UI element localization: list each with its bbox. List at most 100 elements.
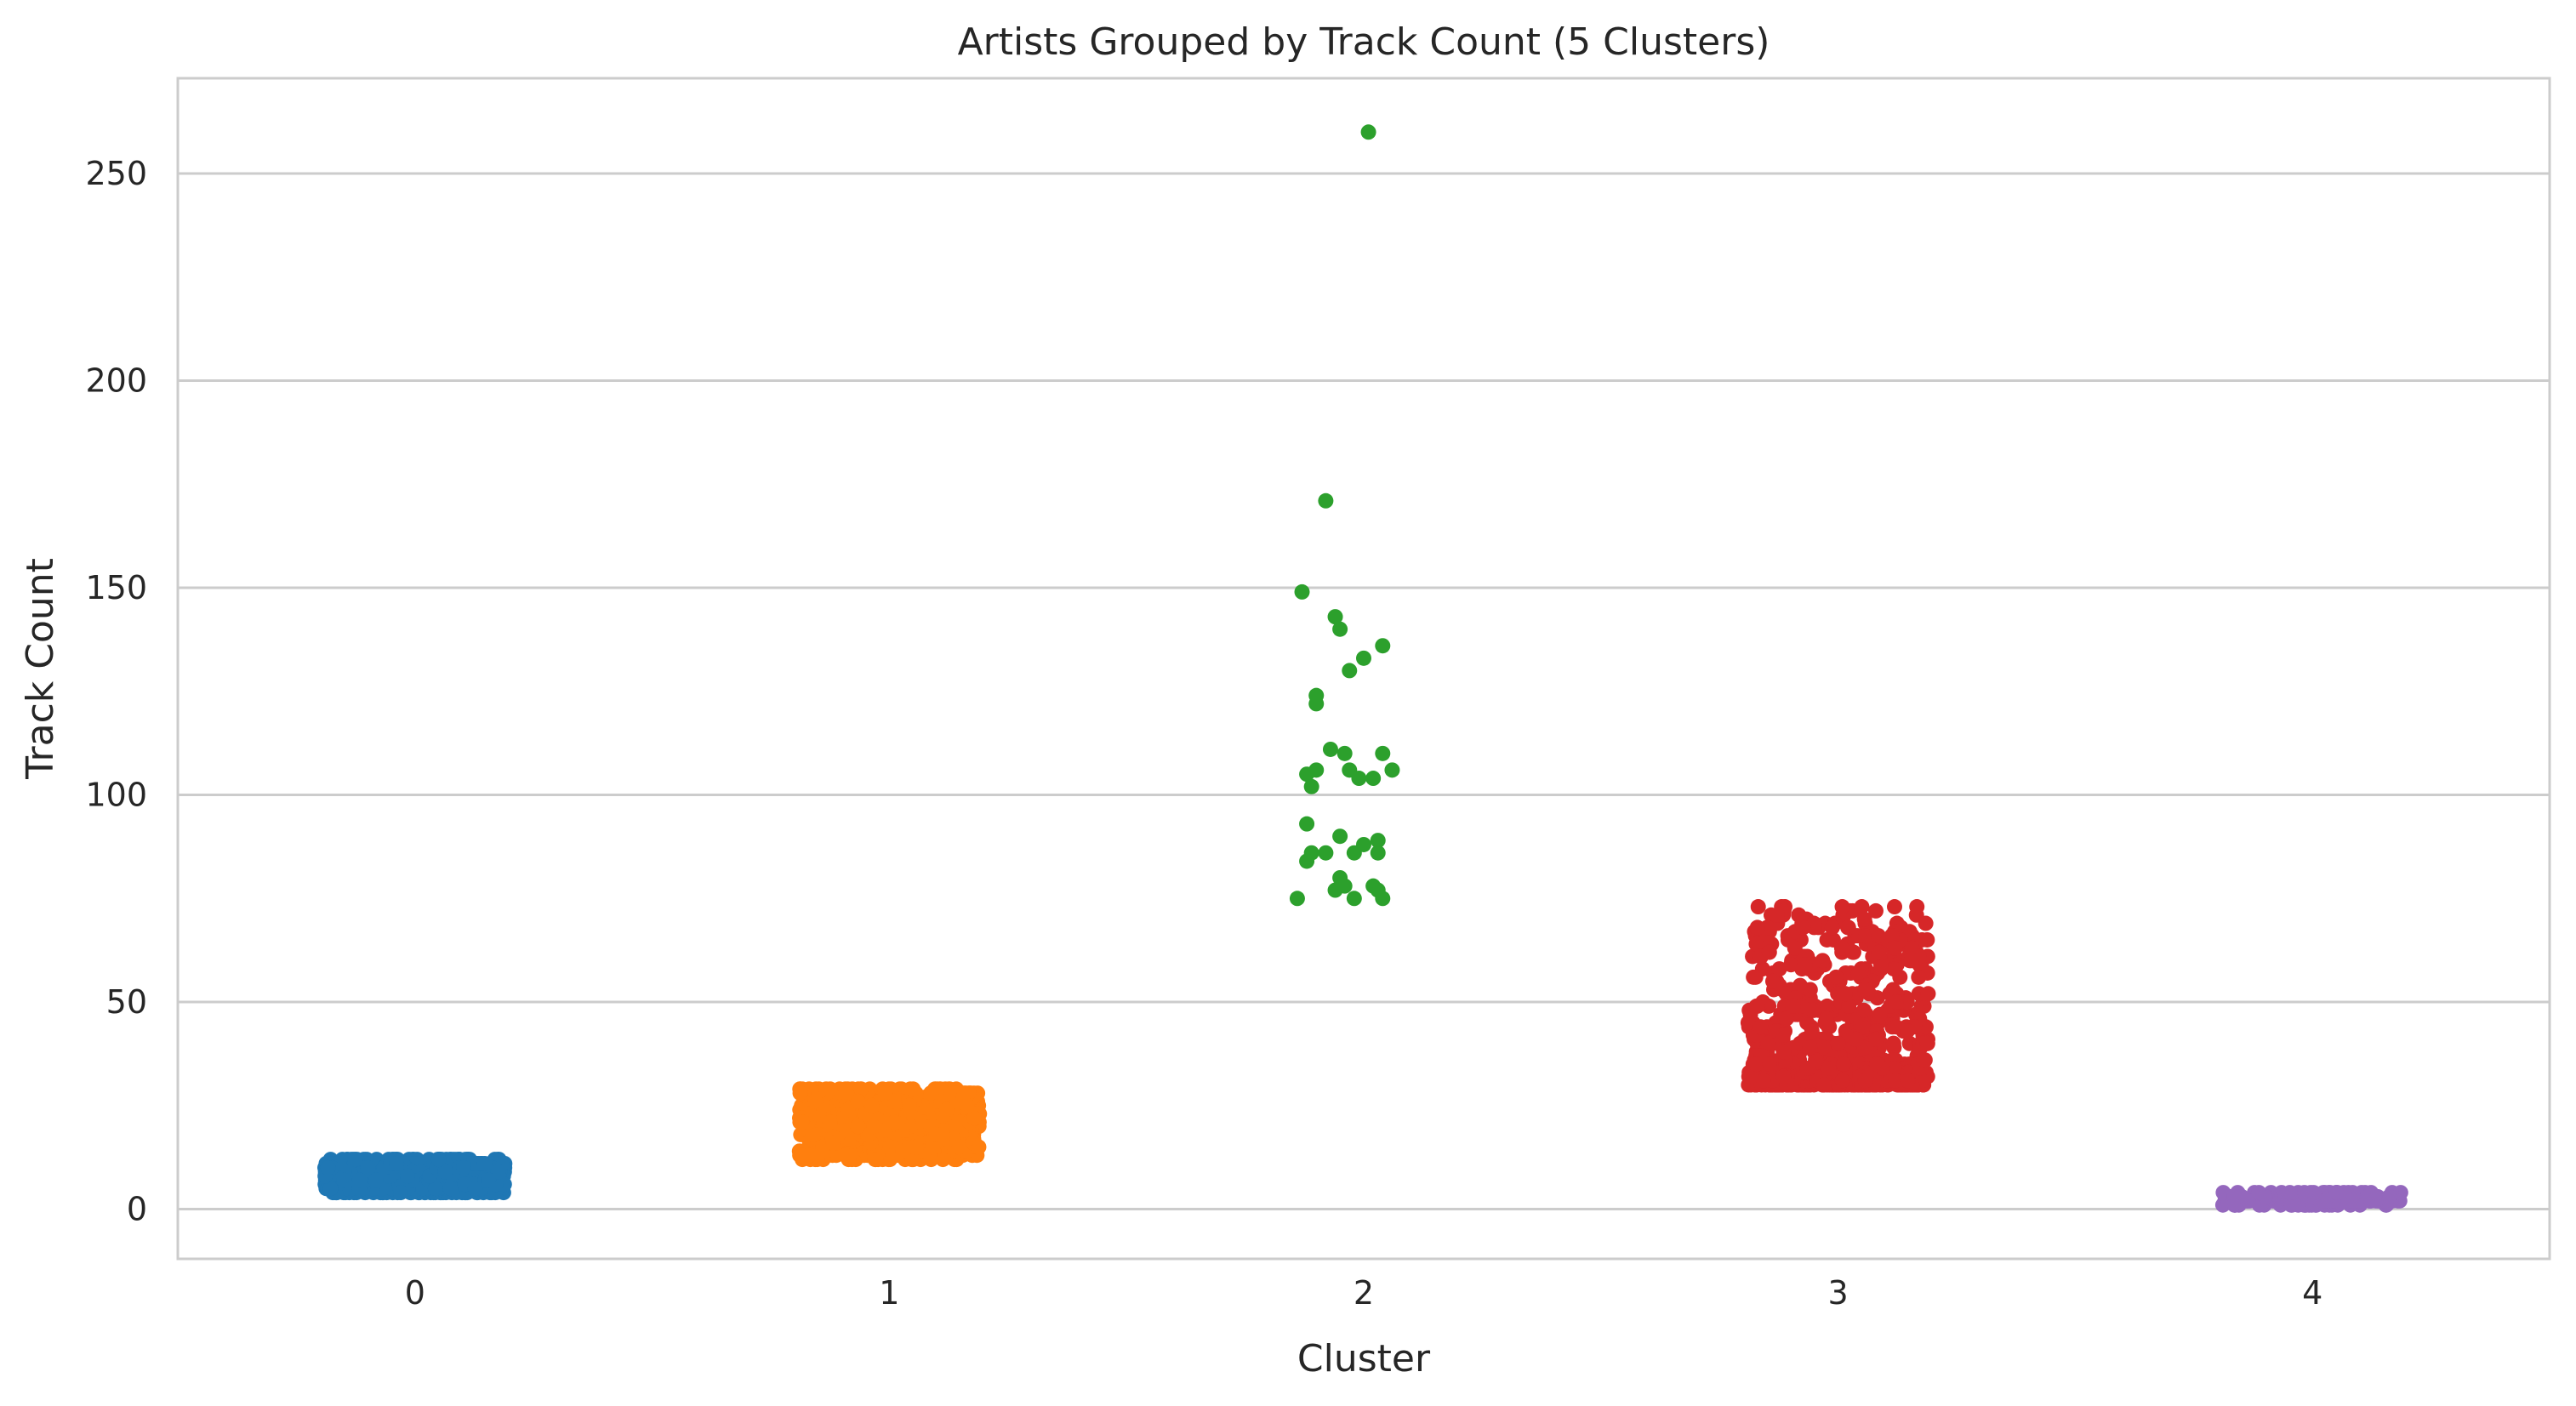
data-point: [1871, 928, 1887, 944]
data-point: [1909, 899, 1925, 915]
data-point: [2226, 1188, 2243, 1204]
data-point: [1771, 961, 1787, 977]
grid-lines: [178, 172, 2550, 1211]
data-point: [1294, 583, 1310, 600]
data-point: [1815, 1039, 1832, 1056]
data-point: [1830, 1035, 1846, 1051]
data-point: [1351, 771, 1367, 787]
data-point: [1748, 1056, 1764, 1073]
y-axis-label: Track Count: [19, 558, 62, 780]
data-point: [1797, 957, 1813, 973]
data-point: [837, 1147, 853, 1164]
data-point: [792, 1085, 808, 1101]
data-point: [1886, 1060, 1902, 1076]
data-point: [1342, 663, 1358, 679]
data-point: [866, 1119, 882, 1135]
data-point: [1741, 1002, 1758, 1018]
data-point: [1857, 1073, 1873, 1089]
data-point: [2240, 1193, 2256, 1209]
data-point: [794, 1114, 810, 1130]
data-point: [886, 1114, 902, 1130]
chart-title: Artists Grouped by Track Count (5 Cluste…: [958, 20, 1770, 64]
data-point: [1903, 953, 1919, 969]
data-point: [1919, 1035, 1935, 1051]
data-point: [1834, 899, 1850, 915]
data-point: [1360, 124, 1376, 140]
data-point: [928, 1126, 944, 1142]
data-point: [2328, 1185, 2345, 1201]
data-point: [1869, 1056, 1885, 1073]
data-point: [1919, 931, 1935, 948]
data-point: [1844, 944, 1861, 960]
data-point: [1854, 899, 1870, 915]
data-point: [1899, 994, 1915, 1010]
data-point: [1346, 891, 1362, 907]
x-tick-label: 3: [1828, 1274, 1849, 1312]
y-tick-label: 50: [106, 983, 147, 1021]
data-point: [1299, 816, 1315, 832]
y-tick-label: 200: [85, 362, 147, 400]
y-tick-label: 100: [85, 777, 147, 814]
data-point: [905, 1081, 921, 1097]
data-point: [1840, 919, 1856, 936]
data-point: [1841, 998, 1857, 1014]
data-point: [1824, 919, 1840, 936]
data-point: [1887, 940, 1903, 956]
data-point: [1871, 944, 1887, 960]
data-point: [805, 1126, 821, 1142]
cluster-1-points: [791, 1081, 988, 1168]
data-point: [1332, 621, 1348, 637]
data-point: [2382, 1188, 2398, 1204]
data-point: [1808, 1052, 1824, 1068]
cluster-3-points: [1740, 899, 1936, 1093]
x-tick-labels: 0 1 2 3 4: [405, 1274, 2323, 1312]
data-point: [430, 1152, 447, 1168]
cluster-4-points: [2214, 1185, 2408, 1213]
data-point: [1332, 828, 1348, 845]
data-point: [1327, 609, 1343, 625]
data-point: [1911, 969, 1927, 985]
data-point: [1775, 1044, 1792, 1060]
data-point: [1370, 833, 1386, 849]
data-point: [1856, 911, 1872, 927]
data-point: [1848, 1031, 1864, 1047]
data-point: [1855, 1002, 1872, 1018]
data-point: [807, 1093, 824, 1109]
data-point: [966, 1110, 983, 1126]
data-point: [1885, 1035, 1901, 1051]
data-point: [1918, 915, 1934, 931]
data-point: [1775, 1068, 1792, 1084]
data-point: [1815, 953, 1831, 969]
data-point: [837, 1081, 853, 1097]
data-point: [2282, 1185, 2298, 1201]
data-point: [1318, 492, 1334, 509]
data-point: [1787, 940, 1803, 956]
data-point: [2317, 1193, 2333, 1209]
data-point: [1868, 1031, 1884, 1047]
data-point: [822, 1081, 838, 1097]
data-point: [1750, 899, 1766, 915]
data-point: [442, 1181, 459, 1197]
data-point: [1857, 982, 1873, 998]
data-point: [1318, 845, 1334, 861]
data-point: [1760, 1035, 1776, 1051]
data-point: [909, 1139, 925, 1155]
x-tick-label: 0: [405, 1274, 425, 1312]
data-point: [368, 1172, 384, 1188]
data-point: [825, 1135, 841, 1151]
data-point: [2360, 1188, 2376, 1204]
y-tick-label: 150: [85, 569, 147, 606]
data-points: [317, 124, 2408, 1213]
data-point: [1872, 1006, 1888, 1022]
data-point: [1888, 994, 1904, 1010]
data-point: [971, 1139, 987, 1155]
data-point: [1815, 1077, 1832, 1093]
data-point: [2305, 1185, 2322, 1201]
cluster-2-points: [1289, 124, 1400, 907]
data-point: [1836, 1056, 1852, 1073]
data-point: [1775, 1027, 1791, 1044]
data-point: [1764, 973, 1781, 989]
data-point: [1855, 1019, 1871, 1035]
data-point: [1819, 931, 1835, 948]
